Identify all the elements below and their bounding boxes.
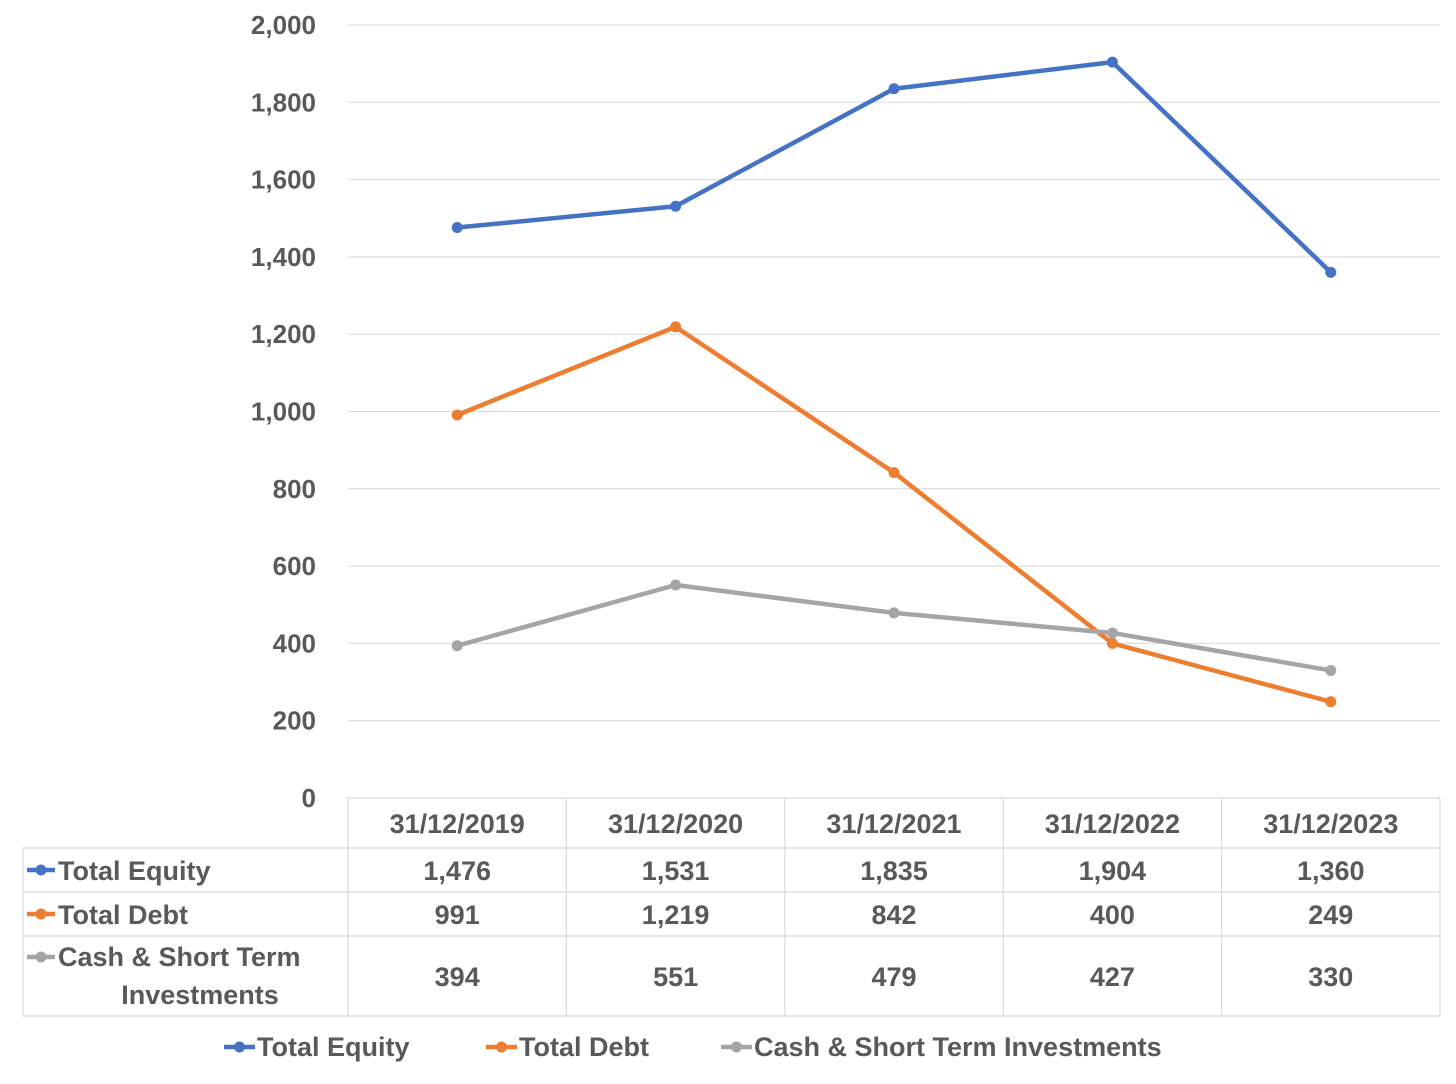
data-point	[1325, 696, 1337, 708]
table-header-category: 31/12/2021	[826, 809, 961, 839]
gridlines	[348, 24, 1440, 722]
table-cell-value: 1,531	[642, 856, 710, 886]
y-tick-label: 1,600	[251, 165, 316, 195]
series-line	[454, 324, 1334, 705]
table-header-category: 31/12/2022	[1045, 809, 1180, 839]
y-tick-label: 600	[273, 551, 316, 581]
data-point	[451, 409, 463, 421]
y-tick-label: 800	[273, 474, 316, 504]
table-legend-marker	[35, 951, 47, 963]
table-header-category: 31/12/2023	[1263, 809, 1398, 839]
table-cell-value: 400	[1090, 900, 1135, 930]
data-table: 31/12/2019 31/12/2020 31/12/2021 31/12/2022…	[22, 797, 1441, 1017]
table-cell-value: 551	[653, 962, 698, 992]
data-point	[1106, 56, 1118, 68]
table-legend-marker	[35, 908, 47, 920]
y-tick-label: 400	[273, 628, 316, 658]
data-point	[1325, 664, 1337, 676]
data-point	[888, 607, 900, 619]
legend-marker	[731, 1041, 742, 1053]
data-point	[670, 200, 682, 212]
data-point	[1325, 266, 1337, 278]
table-header-category: 31/12/2019	[390, 809, 525, 839]
table-cell-value: 1,835	[860, 856, 928, 886]
data-point	[670, 579, 682, 591]
table-cell-value: 991	[435, 900, 480, 930]
y-tick-label: 200	[273, 706, 316, 736]
table-cell-value: 394	[435, 962, 480, 992]
table-cell-value: 1,360	[1297, 856, 1365, 886]
y-tick-label: 0	[302, 783, 316, 813]
legend-entry-label: Total Equity	[257, 1032, 410, 1062]
table-cell-value: 330	[1308, 962, 1353, 992]
table-cell-value: 1,904	[1079, 856, 1147, 886]
legend-entry-label: Cash & Short Term Investments	[754, 1032, 1162, 1062]
table-cell-value: 479	[871, 962, 916, 992]
series-line	[454, 582, 1334, 673]
table-cell-value: 842	[871, 900, 916, 930]
y-tick-label: 1,000	[251, 397, 316, 427]
y-tick-label: 1,200	[251, 319, 316, 349]
table-cell-value: 427	[1090, 962, 1135, 992]
y-tick-label: 1,800	[251, 87, 316, 117]
legend-marker	[234, 1041, 245, 1053]
data-point	[451, 640, 463, 652]
y-tick-label: 1,400	[251, 242, 316, 272]
data-point	[888, 83, 900, 95]
data-point	[670, 321, 682, 333]
legend-entry-label: Total Debt	[519, 1032, 649, 1062]
table-legend-marker	[35, 864, 47, 876]
table-row-label: Investments	[121, 980, 279, 1010]
data-point	[1106, 637, 1118, 649]
data-point	[1106, 627, 1118, 639]
data-point	[888, 467, 900, 479]
table-row-label: Total Debt	[58, 900, 188, 930]
table-header-category: 31/12/2020	[608, 809, 743, 839]
y-tick-label: 2,000	[251, 10, 316, 40]
y-axis: 0 200 400 600 800 1,000 1,200 1,400 1,600 1,800 2,…	[251, 10, 316, 813]
table-cell-value: 1,476	[423, 856, 491, 886]
table-row-label: Total Equity	[58, 856, 211, 886]
legend: Total Equity Total Debt Cash & Short Term …	[224, 1032, 1162, 1062]
table-cell-value: 249	[1308, 900, 1353, 930]
series-lines	[451, 56, 1337, 708]
data-point	[451, 222, 463, 234]
table-cell-value: 1,219	[642, 900, 710, 930]
legend-marker	[496, 1041, 507, 1053]
table-row-label: Cash & Short Term	[58, 942, 301, 972]
